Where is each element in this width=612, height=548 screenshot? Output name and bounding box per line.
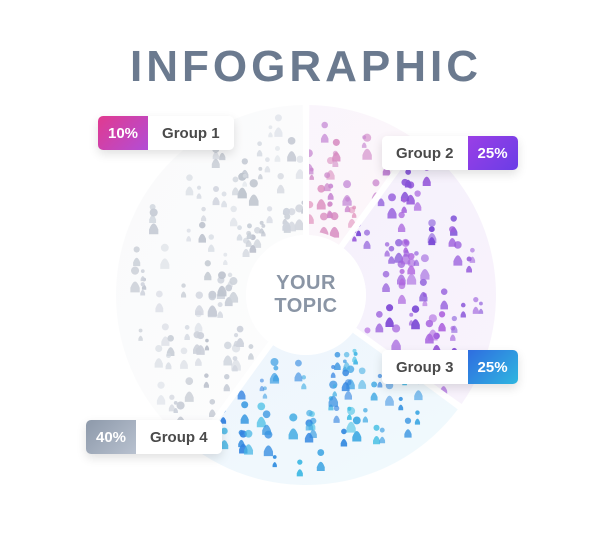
label-group-1: 10% Group 1 bbox=[98, 116, 234, 150]
percent-badge: 40% bbox=[86, 420, 136, 454]
group-label: Group 2 bbox=[382, 136, 468, 170]
page-title: INFOGRAPHIC bbox=[130, 42, 482, 92]
group-label: Group 1 bbox=[148, 116, 234, 150]
group-label: Group 4 bbox=[136, 420, 222, 454]
percent-badge: 25% bbox=[468, 350, 518, 384]
percent-badge: 10% bbox=[98, 116, 148, 150]
group-label: Group 3 bbox=[382, 350, 468, 384]
label-group-3: Group 3 25% bbox=[382, 350, 518, 384]
percent-badge: 25% bbox=[468, 136, 518, 170]
center-label-line1: YOUR bbox=[274, 272, 337, 295]
label-group-4: 40% Group 4 bbox=[86, 420, 222, 454]
center-label-line2: TOPIC bbox=[274, 295, 337, 318]
center-label: YOUR TOPIC bbox=[274, 272, 337, 318]
label-group-2: Group 2 25% bbox=[382, 136, 518, 170]
